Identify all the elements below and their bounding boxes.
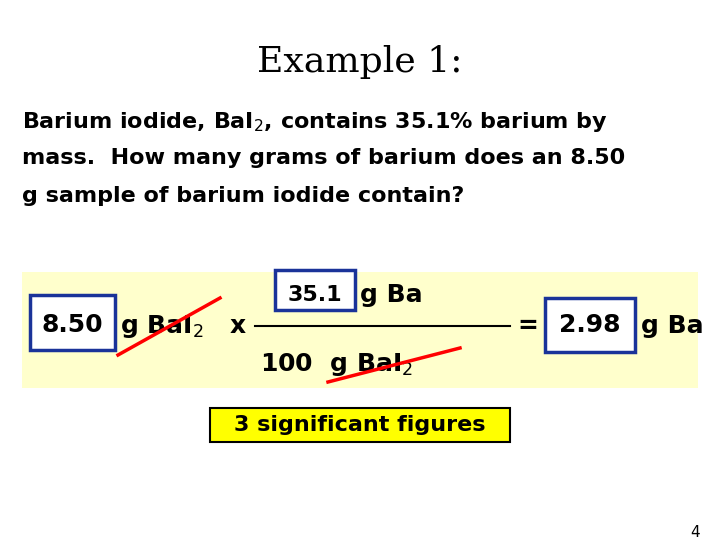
- Text: g BaI$_2$: g BaI$_2$: [120, 313, 204, 340]
- Text: =: =: [518, 314, 539, 338]
- Text: Example 1:: Example 1:: [257, 45, 463, 79]
- Text: g sample of barium iodide contain?: g sample of barium iodide contain?: [22, 186, 464, 206]
- Bar: [210, 408, 510, 442]
- Text: g Ba: g Ba: [641, 314, 703, 338]
- Text: 4: 4: [690, 525, 700, 540]
- Text: x: x: [230, 314, 246, 338]
- Bar: [22, 272, 698, 388]
- Text: mass.  How many grams of barium does an 8.50: mass. How many grams of barium does an 8…: [22, 148, 625, 168]
- Text: 2.98: 2.98: [559, 313, 621, 337]
- Text: 8.50: 8.50: [42, 313, 103, 337]
- Text: 35.1: 35.1: [288, 285, 342, 305]
- Text: 3 significant figures: 3 significant figures: [234, 415, 486, 435]
- Bar: [30, 295, 115, 350]
- Text: g Ba: g Ba: [360, 283, 423, 307]
- Text: 100  g BaI$_2$: 100 g BaI$_2$: [260, 352, 413, 379]
- Bar: [275, 270, 355, 310]
- Bar: [545, 298, 635, 352]
- Text: Barium iodide, BaI$_2$, contains 35.1% barium by: Barium iodide, BaI$_2$, contains 35.1% b…: [22, 110, 608, 134]
